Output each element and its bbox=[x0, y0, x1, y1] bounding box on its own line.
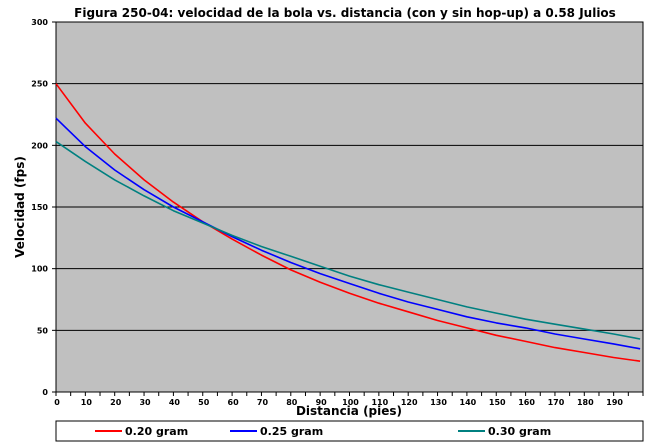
y-tick-label: 200 bbox=[31, 141, 48, 150]
x-tick-label: 120 bbox=[401, 398, 418, 407]
x-tick-label: 20 bbox=[110, 398, 122, 407]
x-tick-label: 160 bbox=[518, 398, 535, 407]
x-axis-label: Distancia (pies) bbox=[296, 404, 402, 418]
x-tick-label: 180 bbox=[577, 398, 594, 407]
y-tick-labels: 0 50 100 150 200 250 300 bbox=[31, 18, 48, 397]
y-tick-label: 300 bbox=[31, 18, 48, 27]
x-tick-label: 140 bbox=[460, 398, 477, 407]
legend-label-2: 0.30 gram bbox=[488, 425, 551, 438]
x-tick-label: 90 bbox=[316, 398, 328, 407]
series-line-2 bbox=[55, 140, 641, 340]
x-tick-label: 170 bbox=[548, 398, 565, 407]
x-tick-label: 80 bbox=[286, 398, 298, 407]
y-tick-label: 100 bbox=[31, 265, 48, 274]
legend-label-0: 0.20 gram bbox=[125, 425, 188, 438]
x-tick-label: 100 bbox=[342, 398, 359, 407]
y-tick-label: 50 bbox=[37, 326, 49, 335]
y-axis-label: Velocidad (fps) bbox=[13, 156, 27, 258]
series-line-0 bbox=[55, 83, 641, 362]
x-tick-label: 70 bbox=[257, 398, 269, 407]
x-tick-label: 110 bbox=[371, 398, 388, 407]
axes bbox=[52, 21, 644, 396]
x-tick-label: 150 bbox=[489, 398, 506, 407]
legend-label-1: 0.25 gram bbox=[260, 425, 323, 438]
x-tick-labels: 0 10 20 30 40 50 60 70 80 90 100 110 120 130 140 150 160… bbox=[54, 398, 623, 407]
x-tick-label: 0 bbox=[54, 398, 60, 407]
y-tick-label: 250 bbox=[31, 80, 48, 89]
x-tick-label: 50 bbox=[198, 398, 210, 407]
chart-title: Figura 250-04: velocidad de la bola vs. … bbox=[74, 6, 616, 20]
grid-lines bbox=[56, 83, 643, 331]
y-tick-label: 0 bbox=[42, 388, 48, 397]
y-tick-label: 150 bbox=[31, 203, 48, 212]
series-line-1 bbox=[55, 117, 641, 350]
x-tick-label: 190 bbox=[606, 398, 623, 407]
legend: 0.20 gram 0.25 gram 0.30 gram bbox=[95, 425, 551, 438]
legend-box bbox=[55, 420, 644, 442]
x-tick-label: 60 bbox=[228, 398, 240, 407]
x-tick-label: 30 bbox=[139, 398, 151, 407]
series-lines bbox=[55, 83, 641, 362]
x-tick-label: 40 bbox=[169, 398, 181, 407]
x-tick-label: 10 bbox=[81, 398, 93, 407]
x-tick-label: 130 bbox=[430, 398, 447, 407]
